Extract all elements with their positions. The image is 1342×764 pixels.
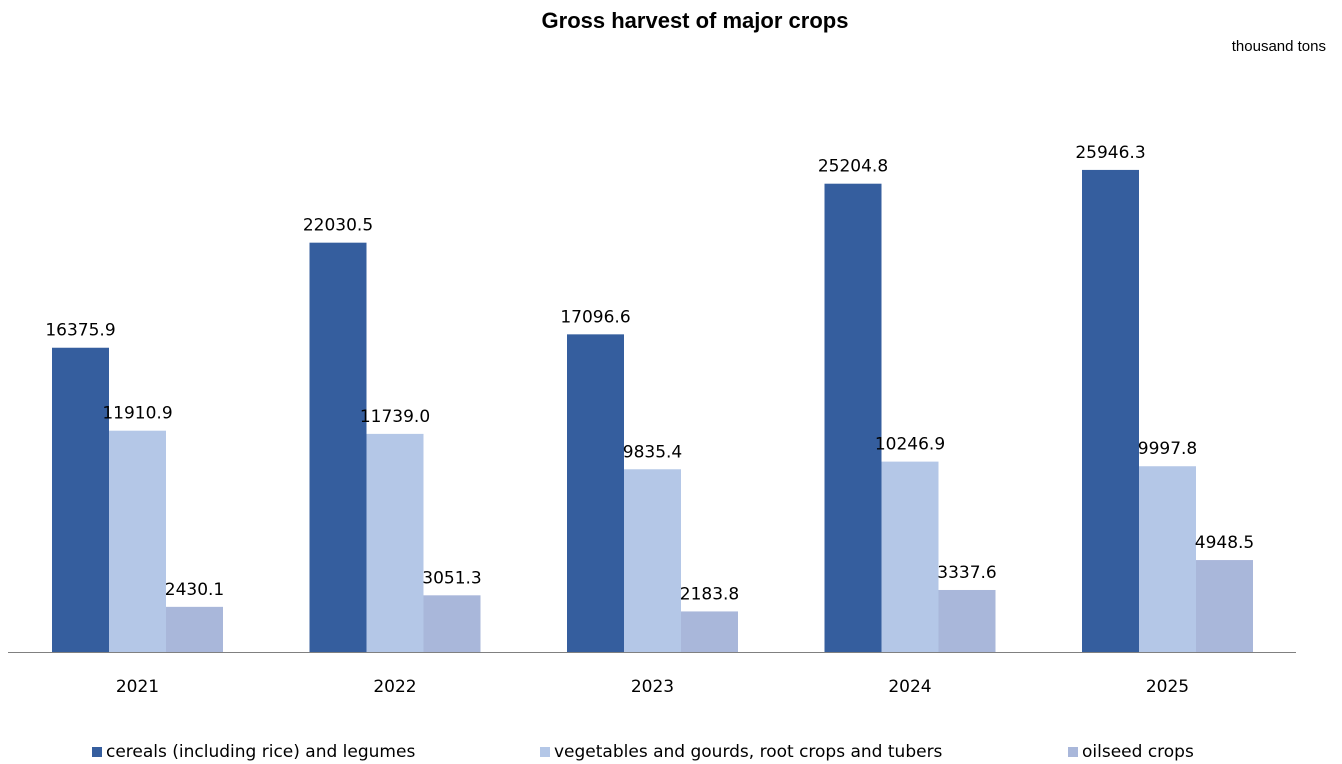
legend-label-oilseed: oilseed crops [1082,742,1194,762]
x-tick-label-2022: 2022 [373,677,416,697]
legend-item-oilseed: oilseed crops [1068,742,1194,762]
legend-item-cereals: cereals (including rice) and legumes [92,742,415,762]
bar-oilseed-2025 [1196,560,1253,652]
data-label-oilseed-2021: 2430.1 [165,580,224,600]
bar-cereals-2022 [309,242,367,652]
data-label-cereals-2023: 17096.6 [560,307,630,327]
data-label-cereals-2024: 25204.8 [818,157,888,177]
data-label-cereals-2021: 16375.9 [45,321,115,341]
data-label-oilseed-2025: 4948.5 [1195,533,1254,553]
legend-label-vegetables: vegetables and gourds, root crops and tu… [554,742,943,762]
legend-label-cereals: cereals (including rice) and legumes [106,742,416,762]
chart-title: Gross harvest of major crops [541,8,849,33]
bar-vegetables-2025 [1139,466,1196,652]
bar-chart: 16375.9 22030.5 17096.6 25204.8 25946.3 11910… [8,143,1296,697]
x-tick-label-2023: 2023 [631,677,674,697]
legend-item-vegetables: vegetables and gourds, root crops and tu… [540,742,942,762]
data-label-vegetables-2021: 11910.9 [102,404,172,424]
data-label-oilseed-2022: 3051.3 [422,568,481,588]
x-tick-label-2021: 2021 [116,677,159,697]
data-label-oilseed-2023: 2183.8 [680,584,739,604]
data-label-vegetables-2022: 11739.0 [360,407,430,427]
bar-vegetables-2021 [109,430,166,652]
bar-cereals-2023 [567,334,624,652]
bar-oilseed-2022 [423,595,481,652]
bar-vegetables-2022 [366,433,424,652]
bar-cereals-2024 [824,183,882,652]
x-tick-label-2025: 2025 [1146,677,1189,697]
legend-swatch-vegetables [540,747,550,757]
data-label-cereals-2022: 22030.5 [303,216,373,236]
data-label-vegetables-2023: 9835.4 [623,442,682,462]
bar-oilseed-2024 [938,589,996,652]
data-label-vegetables-2025: 9997.8 [1138,439,1197,459]
data-label-cereals-2025: 25946.3 [1075,143,1145,163]
bar-oilseed-2023 [681,611,738,652]
legend-swatch-oilseed [1068,747,1078,757]
bar-vegetables-2023 [624,469,681,652]
bar-vegetables-2024 [881,461,939,652]
x-tick-label-2024: 2024 [888,677,931,697]
legend-swatch-cereals [92,747,102,757]
bar-cereals-2025 [1082,169,1139,653]
data-label-oilseed-2024: 3337.6 [937,563,996,583]
data-label-vegetables-2024: 10246.9 [875,435,945,455]
bar-cereals-2021 [52,347,109,652]
bar-oilseed-2021 [166,606,223,652]
unit-label: thousand tons [1231,38,1326,55]
legend: cereals (including rice) and legumes veg… [0,742,1342,764]
